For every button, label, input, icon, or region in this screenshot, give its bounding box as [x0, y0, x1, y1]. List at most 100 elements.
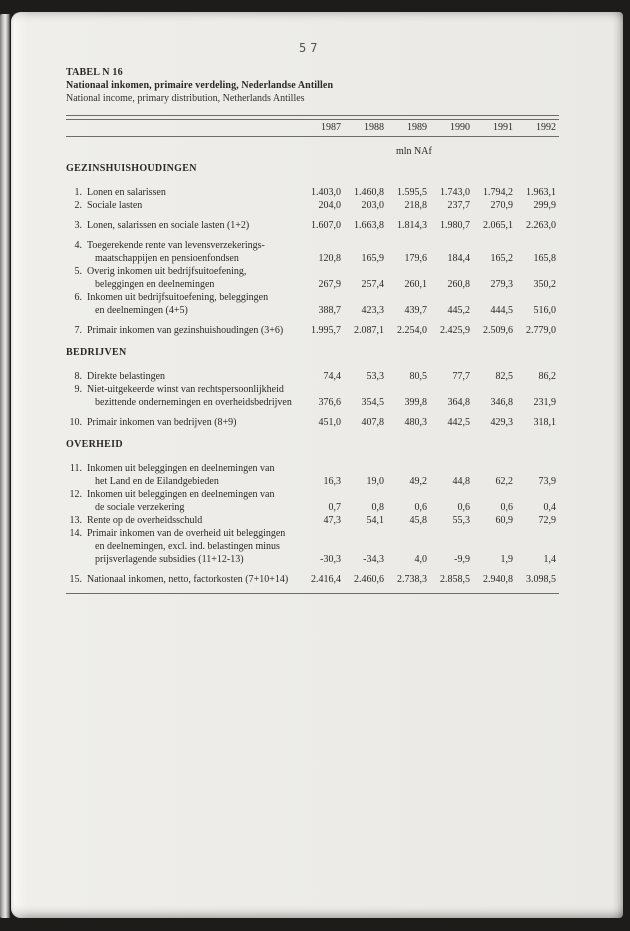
table-label: TABEL N 16 — [66, 67, 123, 78]
row-label-line: Nationaal inkomen, netto, factorkosten (… — [87, 574, 289, 585]
value-cell: 299,9 — [533, 200, 557, 211]
row-label-line: Lonen en salarissen — [87, 187, 166, 198]
table-body: GEZINSHUISHOUDINGEN 1. Lonen en salarissen… — [66, 162, 559, 586]
value-cell: 2.087,1 — [354, 325, 384, 336]
row-label: 9. Niet-uitgekeerde winst van rechtsperso… — [66, 383, 298, 409]
row-number: 4. — [74, 240, 83, 251]
row-number: 5. — [74, 266, 83, 277]
table-row: 11. Inkomen uit beleggingen en deelneming… — [66, 462, 559, 488]
row-number: 3. — [74, 220, 83, 231]
year-column-header: 1988 — [364, 122, 384, 133]
value-cell: 2.858,5 — [440, 574, 470, 585]
row-label-line: bezittende ondernemingen en overheidsbed… — [95, 397, 292, 408]
value-cell: 73,9 — [538, 476, 557, 487]
value-cell: 267,9 — [318, 279, 342, 290]
value-cell: 55,3 — [452, 515, 471, 526]
value-cell: 1.607,0 — [311, 220, 341, 231]
table-row: 14. Primair inkomen van de overheid uit b… — [66, 527, 559, 566]
row-label-line: het Land en de Eilandgebieden — [95, 476, 219, 487]
row-label-lines: Primair inkomen van de overheid uit bele… — [87, 527, 298, 566]
row-label: 11. Inkomen uit beleggingen en deelneming… — [66, 462, 298, 488]
row-group: 3. Lonen, salarissen en sociale lasten (1… — [66, 219, 559, 232]
value-cell: 179,6 — [404, 253, 428, 264]
value-cell: 1.963,1 — [526, 187, 556, 198]
value-cell: 165,9 — [361, 253, 385, 264]
row-label-lines: Primair inkomen van gezinshuishoudingen … — [87, 324, 298, 337]
row-group: 7. Primair inkomen van gezinshuishoudinge… — [66, 324, 559, 337]
value-cell: -34,3 — [363, 554, 384, 565]
value-cell: 4,0 — [414, 554, 428, 565]
row-label: 7. Primair inkomen van gezinshuishoudinge… — [66, 324, 298, 337]
value-cell: 47,3 — [323, 515, 342, 526]
row-label: 13. Rente op de overheidsschuld — [66, 514, 298, 527]
year-header-row: 1987 1988 1989 1990 1991 1992 — [66, 120, 559, 137]
row-label-lines: Inkomen uit beleggingen en deelnemingen … — [87, 462, 298, 488]
row-number: 15. — [69, 574, 83, 585]
value-cell: 62,2 — [495, 476, 514, 487]
row-label: 6. Inkomen uit bedrijfsuitoefening, beleg… — [66, 291, 298, 317]
value-cell: 53,3 — [366, 371, 385, 382]
value-cell: 354,5 — [361, 397, 385, 408]
value-cell: 444,5 — [490, 305, 514, 316]
value-cell: 439,7 — [404, 305, 428, 316]
row-group: 8. Direkte belastingen 74,4 53,3 80,5 77,7 82,… — [66, 370, 559, 409]
value-cell: 1.980,7 — [440, 220, 470, 231]
row-group: 4. Toegerekende rente van levensverzekeri… — [66, 239, 559, 317]
value-cell: 388,7 — [318, 305, 342, 316]
value-cell: 0,6 — [414, 502, 428, 513]
row-label-line: en deelnemingen, excl. ind. belastingen … — [95, 541, 280, 552]
value-cell: 2.738,3 — [397, 574, 427, 585]
year-column-header: 1991 — [493, 122, 513, 133]
value-cell: 0,8 — [371, 502, 385, 513]
value-cell: 2.940,8 — [483, 574, 513, 585]
row-label: 4. Toegerekende rente van levensverzekeri… — [66, 239, 298, 265]
value-cell: 49,2 — [409, 476, 428, 487]
value-cell: 16,3 — [323, 476, 342, 487]
value-cell: 218,8 — [404, 200, 428, 211]
row-label-lines: Direkte belastingen — [87, 370, 298, 383]
row-label-line: Lonen, salarissen en sociale lasten (1+2… — [87, 220, 250, 231]
table-title-english: National income, primary distribution, N… — [66, 93, 305, 104]
table-row: 5. Overig inkomen uit bedrijfsuitoefening… — [66, 265, 559, 291]
value-cell: 364,8 — [447, 397, 471, 408]
table-row: 12. Inkomen uit beleggingen en deelneming… — [66, 488, 559, 514]
row-number: 11. — [69, 463, 82, 474]
row-label-line: de sociale verzekering — [95, 502, 185, 513]
section-heading: OVERHEID — [66, 439, 123, 450]
value-cell: 1.794,2 — [483, 187, 513, 198]
table-row: 9. Niet-uitgekeerde winst van rechtsperso… — [66, 383, 559, 409]
value-cell: 44,8 — [452, 476, 471, 487]
value-cell: 203,0 — [361, 200, 385, 211]
row-label-lines: Overig inkomen uit bedrijfsuitoefening, b… — [87, 265, 298, 291]
row-label-lines: Rente op de overheidsschuld — [87, 514, 298, 527]
value-cell: 231,9 — [533, 397, 557, 408]
value-cell: 260,8 — [447, 279, 471, 290]
value-cell: 74,4 — [323, 371, 342, 382]
value-cell: 346,8 — [490, 397, 514, 408]
row-group: 1. Lonen en salarissen 1.403,0 1.460,8 1.595… — [66, 186, 559, 212]
table-row: 13. Rente op de overheidsschuld 47,3 54,1 45… — [66, 514, 559, 527]
value-cell: 1.995,7 — [311, 325, 341, 336]
value-cell: 2.065,1 — [483, 220, 513, 231]
row-group: 15. Nationaal inkomen, netto, factorkoste… — [66, 573, 559, 586]
value-cell: 204,0 — [318, 200, 342, 211]
row-number: 13. — [69, 515, 83, 526]
value-cell: 1,9 — [500, 554, 514, 565]
value-cell: 350,2 — [533, 279, 557, 290]
row-label-line: beleggingen en deelnemingen — [95, 279, 215, 290]
value-cell: 54,1 — [366, 515, 385, 526]
value-cell: 120,8 — [318, 253, 342, 264]
row-number: 10. — [69, 417, 83, 428]
value-cell: 0,4 — [543, 502, 557, 513]
row-number: 12. — [69, 489, 83, 500]
row-label-lines: Inkomen uit beleggingen en deelnemingen … — [87, 488, 298, 514]
value-cell: 1.403,0 — [311, 187, 341, 198]
table-row: 10. Primair inkomen van bedrijven (8+9) 45… — [66, 416, 559, 429]
row-label-line: Niet-uitgekeerde winst van rechtspersoon… — [87, 384, 284, 395]
row-label-line: Direkte belastingen — [87, 371, 166, 382]
row-label: 10. Primair inkomen van bedrijven (8+9) — [66, 416, 298, 429]
value-cell: 3.098,5 — [526, 574, 556, 585]
value-cell: 318,1 — [533, 417, 557, 428]
table-row: 4. Toegerekende rente van levensverzekeri… — [66, 239, 559, 265]
value-cell: 429,3 — [490, 417, 514, 428]
